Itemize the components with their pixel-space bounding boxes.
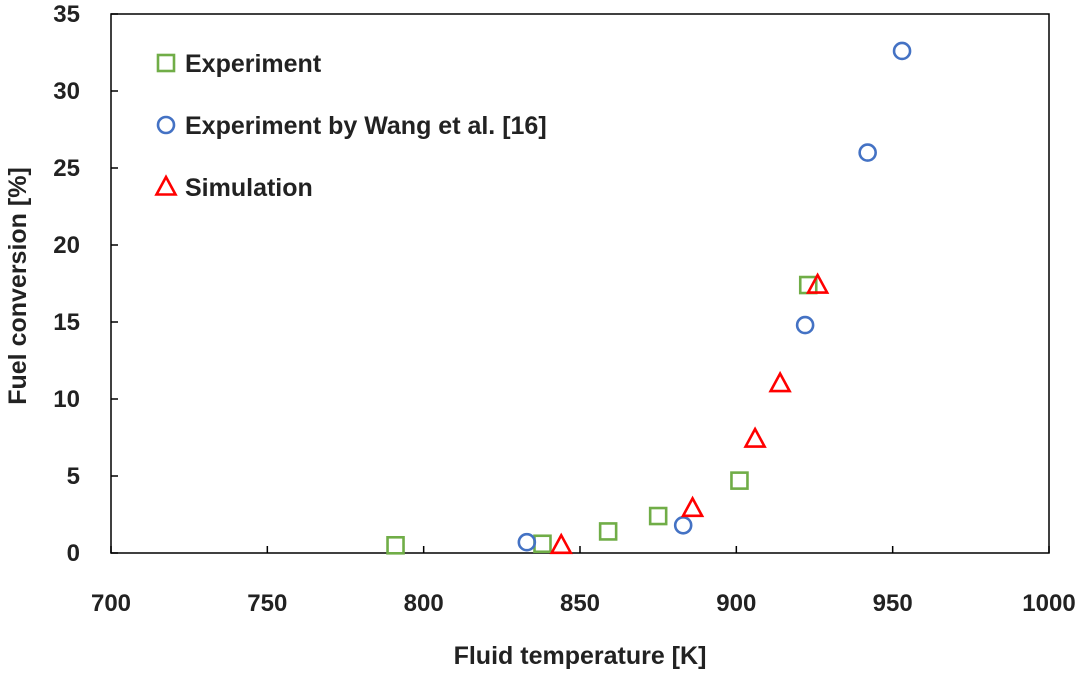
legend-square-marker <box>156 53 176 73</box>
x-tick-label: 950 <box>873 590 913 617</box>
square-data-point <box>386 535 405 555</box>
triangle-data-point <box>768 370 792 393</box>
y-tick-label: 5 <box>67 463 80 490</box>
circle-data-point <box>517 532 537 552</box>
y-axis: 0 5 10 15 20 25 30 35 <box>53 1 118 567</box>
x-tick-label: 1000 <box>1022 590 1075 617</box>
x-axis-title: Fluid temperature [K] <box>454 642 707 670</box>
circle-data-point <box>795 315 815 335</box>
legend-label: Experiment <box>185 50 322 78</box>
legend-label: Simulation <box>185 174 313 202</box>
plot-area <box>110 13 1050 554</box>
triangle-data-point <box>549 532 573 555</box>
y-tick-label: 30 <box>53 78 80 105</box>
x-tick-label: 700 <box>91 590 131 617</box>
plot-border <box>110 13 1050 554</box>
y-axis-title: Fuel conversion [%] <box>4 167 32 405</box>
square-data-point <box>598 522 618 541</box>
circle-data-point <box>858 143 877 162</box>
data-points <box>386 41 912 555</box>
y-tick-label: 15 <box>53 309 80 336</box>
square-data-point <box>648 506 668 526</box>
legend: Experiment Experiment by Wang et al. [16]… <box>154 50 547 202</box>
square-data-point <box>730 471 749 490</box>
circle-data-point <box>892 41 912 61</box>
y-tick-label: 35 <box>53 1 80 28</box>
triangle-data-point <box>743 426 767 448</box>
legend-triangle-marker <box>154 174 178 196</box>
y-tick-label: 10 <box>53 386 80 413</box>
x-tick-label: 750 <box>247 590 287 617</box>
x-tick-label: 800 <box>404 590 444 617</box>
triangle-data-point <box>680 495 705 518</box>
x-tick-label: 850 <box>560 590 600 617</box>
circle-data-point <box>673 515 693 535</box>
legend-label: Experiment by Wang et al. [16] <box>185 112 547 140</box>
x-tick-label: 900 <box>716 590 756 617</box>
y-tick-label: 0 <box>67 540 80 567</box>
y-tick-label: 25 <box>53 155 80 182</box>
legend-circle-marker <box>156 115 176 135</box>
triangle-data-point <box>805 272 830 294</box>
x-axis: 700 750 800 850 900 950 1000 <box>91 546 1076 617</box>
y-tick-label: 20 <box>53 232 80 259</box>
square-data-point <box>533 534 552 554</box>
